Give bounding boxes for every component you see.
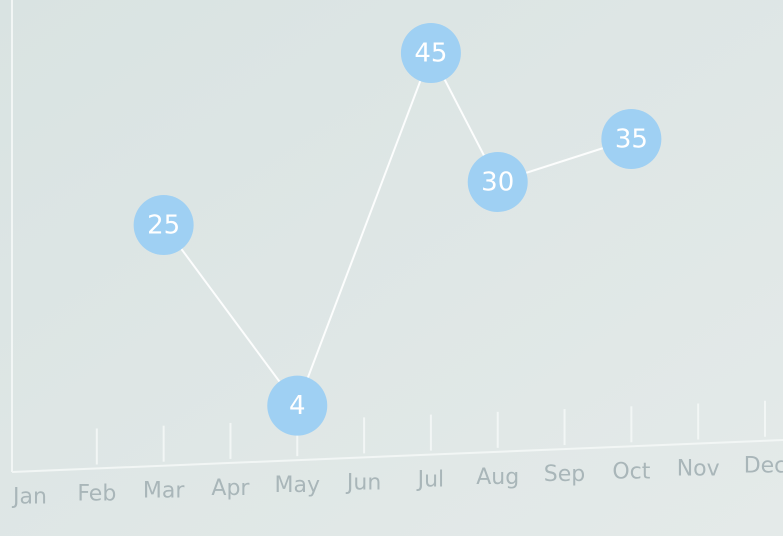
x-tick-label: Oct bbox=[612, 459, 650, 484]
x-tick-label: May bbox=[275, 473, 320, 498]
point bbox=[400, 23, 461, 83]
x-tick-label: Apr bbox=[211, 476, 250, 501]
value-label: 25 bbox=[147, 211, 180, 241]
point bbox=[467, 152, 528, 212]
x-tick-label: Mar bbox=[143, 479, 185, 504]
point bbox=[133, 195, 194, 255]
x-tick-label: Dec bbox=[744, 454, 783, 479]
x-tick-label: Aug bbox=[476, 465, 519, 490]
x-tick-label: Jul bbox=[416, 468, 445, 493]
value-label: 30 bbox=[481, 168, 514, 198]
x-tick-label: Sep bbox=[544, 462, 585, 487]
x-tick-label: Feb bbox=[77, 481, 116, 506]
value-label: 35 bbox=[615, 125, 648, 155]
x-tick-label: Jan bbox=[11, 484, 47, 509]
x-axis bbox=[11, 439, 783, 473]
x-tick-label: Nov bbox=[677, 457, 720, 482]
point bbox=[267, 375, 328, 436]
x-tick-label: Jun bbox=[345, 470, 381, 495]
value-label: 45 bbox=[414, 39, 447, 69]
point bbox=[601, 109, 662, 169]
value-label: 4 bbox=[289, 391, 306, 421]
